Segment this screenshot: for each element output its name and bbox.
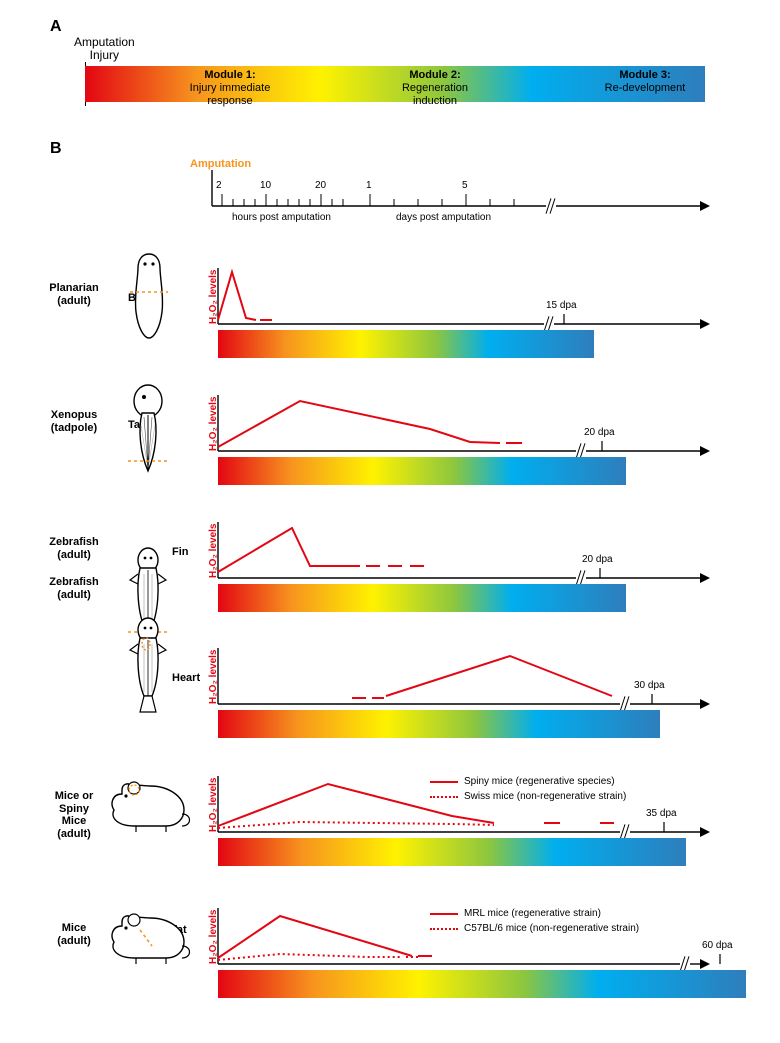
track-tail: Xenopus(tadpole)TailH₂O₂ levels20 dpa <box>0 395 780 530</box>
dpa-label: 60 dpa <box>702 940 733 951</box>
dpa-label: 35 dpa <box>646 808 677 819</box>
dpa-label: 20 dpa <box>584 427 615 438</box>
track-break-mark <box>620 698 628 710</box>
legend: Spiny mice (regenerative species)Swiss m… <box>430 776 626 806</box>
hours-axis-label: hours post amputation <box>232 212 331 223</box>
h2o2-chart <box>0 522 780 587</box>
dpa-label: 20 dpa <box>582 554 613 565</box>
dpa-label: 30 dpa <box>634 680 665 691</box>
regen-gradient-bar <box>218 710 660 738</box>
regen-gradient-bar <box>218 970 746 998</box>
h2o2-chart <box>0 395 780 460</box>
track-break-mark <box>576 445 584 457</box>
dpa-label: 15 dpa <box>546 300 577 311</box>
track-break-mark <box>544 318 552 330</box>
panel-b-time-axis <box>0 0 780 243</box>
track-body: Planarian(adult)BodyH₂O₂ levels15 dpa <box>0 268 780 403</box>
figure-stage: AAmputationInjury Module 1:Injury immedi… <box>0 0 780 1017</box>
tadpole-icon <box>124 381 172 477</box>
hour-tick-10: 10 <box>260 180 271 191</box>
zebrafish2-icon <box>124 614 172 716</box>
track-break-mark <box>576 572 584 584</box>
legend: MRL mice (regenerative strain)C57BL/6 mi… <box>430 908 639 938</box>
planarian-icon <box>128 250 170 342</box>
organism-label-zebrafish: Zebrafish(adult) <box>34 576 114 601</box>
day-tick-1: 1 <box>366 180 372 191</box>
regen-gradient-bar <box>218 330 594 358</box>
regen-gradient-bar <box>218 838 686 866</box>
axis-break-mark <box>546 200 554 212</box>
track-break-mark <box>620 826 628 838</box>
mouse2-icon <box>106 774 194 838</box>
day-tick-5: 5 <box>462 180 468 191</box>
hour-tick-20: 20 <box>315 180 326 191</box>
track-break-mark <box>680 958 688 970</box>
regen-gradient-bar <box>218 457 626 485</box>
hour-tick-2: 2 <box>216 180 222 191</box>
track-fin: Zebrafish(adult)FinH₂O₂ levels20 dpa <box>0 522 780 657</box>
mouse-icon <box>106 906 194 970</box>
regen-gradient-bar <box>218 584 626 612</box>
h2o2-chart <box>0 268 780 333</box>
days-axis-label: days post amputation <box>396 212 491 223</box>
track-heart: HeartH₂O₂ levels30 dpa <box>0 648 780 783</box>
